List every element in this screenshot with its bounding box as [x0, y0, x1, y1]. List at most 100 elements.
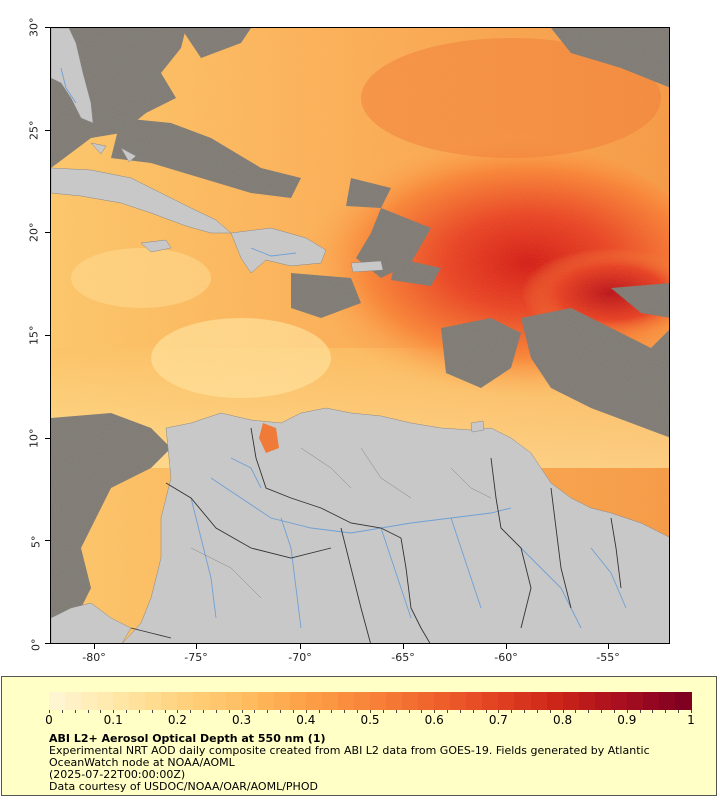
colorbar-segment — [161, 692, 178, 710]
x-tick-label: -70° — [288, 651, 312, 664]
colorbar-minor-tick — [613, 710, 615, 713]
colorbar-segment — [177, 692, 195, 710]
colorbar-tick-label: 0.1 — [103, 713, 123, 727]
colorbar-segment — [578, 692, 596, 710]
y-tick-label: 15° — [27, 325, 41, 346]
colorbar-minor-tick — [459, 710, 461, 713]
colorbar-minor-tick — [241, 710, 243, 713]
colorbar-minor-tick — [87, 710, 89, 713]
colorbar-segment — [273, 692, 291, 710]
colorbar-segment — [530, 692, 548, 710]
colorbar-minor-tick — [652, 710, 654, 713]
colorbar-minor-tick — [511, 710, 513, 713]
colorbar-segment — [562, 692, 580, 710]
colorbar-tick-label: 0.3 — [232, 713, 252, 727]
y-tick-label: 5° — [29, 535, 43, 549]
y-tick-label: 10° — [27, 428, 41, 449]
borders — [130, 427, 622, 643]
colorbar-segment — [642, 692, 660, 710]
colorbar-segment — [626, 692, 644, 710]
colorbar — [49, 692, 692, 710]
aod-map[interactable] — [50, 27, 670, 644]
colorbar-minor-tick — [524, 710, 526, 713]
colorbar-segment — [386, 692, 403, 710]
colorbar-minor-tick — [370, 710, 371, 713]
colorbar-minor-tick — [100, 710, 102, 713]
colorbar-minor-tick — [691, 710, 692, 713]
colorbar-segment — [482, 692, 499, 710]
colorbar-tick-label: 0.9 — [617, 713, 637, 727]
colorbar-minor-tick — [536, 710, 538, 713]
colorbar-segment — [466, 692, 483, 710]
colorbar-minor-tick — [305, 710, 307, 713]
colorbar-segment — [65, 692, 82, 710]
colorbar-segment — [209, 692, 227, 710]
x-tick-label: -65° — [391, 651, 415, 664]
colorbar-minor-tick — [639, 710, 641, 713]
colorbar-minor-tick — [267, 710, 269, 713]
colorbar-minor-tick — [382, 710, 384, 713]
colorbar-segment — [305, 692, 323, 710]
admin-lines — [190, 447, 492, 599]
colorbar-minor-tick — [626, 710, 628, 713]
colorbar-minor-tick — [395, 710, 397, 713]
colorbar-tick-label: 0.8 — [553, 713, 573, 727]
colorbar-minor-tick — [357, 710, 359, 713]
colorbar-minor-tick — [562, 710, 564, 713]
colorbar-segment — [49, 692, 66, 710]
colorbar-segment — [113, 692, 130, 710]
colorbar-segment — [610, 692, 628, 710]
colorbar-minor-tick — [280, 710, 282, 713]
colorbar-minor-tick — [151, 710, 153, 713]
lake-maracaibo — [259, 423, 279, 453]
legend-title: ABI L2+ Aerosol Optical Depth at 550 nm … — [49, 732, 326, 745]
colorbar-minor-tick — [421, 710, 423, 713]
colorbar-tick-label: 0.4 — [296, 713, 316, 727]
colorbar-minor-tick — [228, 710, 230, 713]
legend-credit: Data courtesy of USDOC/NOAA/OAR/AOML/PHO… — [49, 780, 318, 793]
colorbar-minor-tick — [344, 710, 346, 713]
colorbar-segment — [81, 692, 98, 710]
colorbar-minor-tick — [588, 710, 590, 713]
colorbar-minor-tick — [331, 710, 333, 713]
colorbar-minor-tick — [215, 710, 217, 713]
colorbar-segment — [498, 692, 516, 710]
legend-text: ABI L2+ Aerosol Optical Depth at 550 nm … — [49, 733, 689, 793]
colorbar-segment — [353, 692, 371, 710]
colorbar-minor-tick — [408, 710, 410, 713]
y-tick-label: 20° — [27, 222, 41, 243]
colorbar-segment — [225, 692, 243, 710]
y-tick-label: 25° — [27, 120, 41, 141]
colorbar-segment — [321, 692, 339, 710]
colorbar-tick-label: 1 — [687, 713, 695, 727]
colorbar-minor-tick — [74, 710, 76, 713]
colorbar-segment — [257, 692, 275, 710]
rivers — [60, 67, 627, 629]
legend-description: Experimental NRT AOD daily composite cre… — [49, 744, 650, 769]
colorbar-tick-label: 0.2 — [167, 713, 187, 727]
y-tick-label: 0° — [29, 638, 43, 652]
legend-date: (2025-07-22T00:00:00Z) — [49, 768, 186, 781]
colorbar-segment — [193, 692, 211, 710]
colorbar-segment — [674, 692, 692, 710]
colorbar-segment — [241, 692, 259, 710]
colorbar-minor-tick — [113, 710, 115, 713]
cuba — [51, 167, 232, 234]
colorbar-segment — [289, 692, 307, 710]
colorbar-minor-tick — [472, 710, 474, 713]
colorbar-tick-label: 0.5 — [360, 713, 380, 727]
x-tick-label: -60° — [494, 651, 518, 664]
colorbar-minor-tick — [61, 710, 63, 713]
colorbar-segment — [129, 692, 146, 710]
colorbar-segment — [418, 692, 435, 710]
hispaniola — [230, 227, 327, 274]
colorbar-minor-tick — [447, 710, 449, 713]
colorbar-segment — [337, 692, 355, 710]
colorbar-minor-tick — [575, 710, 577, 713]
colorbar-minor-tick — [138, 710, 140, 713]
colorbar-segment — [402, 692, 419, 710]
x-tick-label: -80° — [82, 651, 106, 664]
colorbar-minor-tick — [498, 710, 500, 713]
colorbar-minor-tick — [164, 710, 166, 713]
colorbar-minor-tick — [485, 710, 487, 713]
